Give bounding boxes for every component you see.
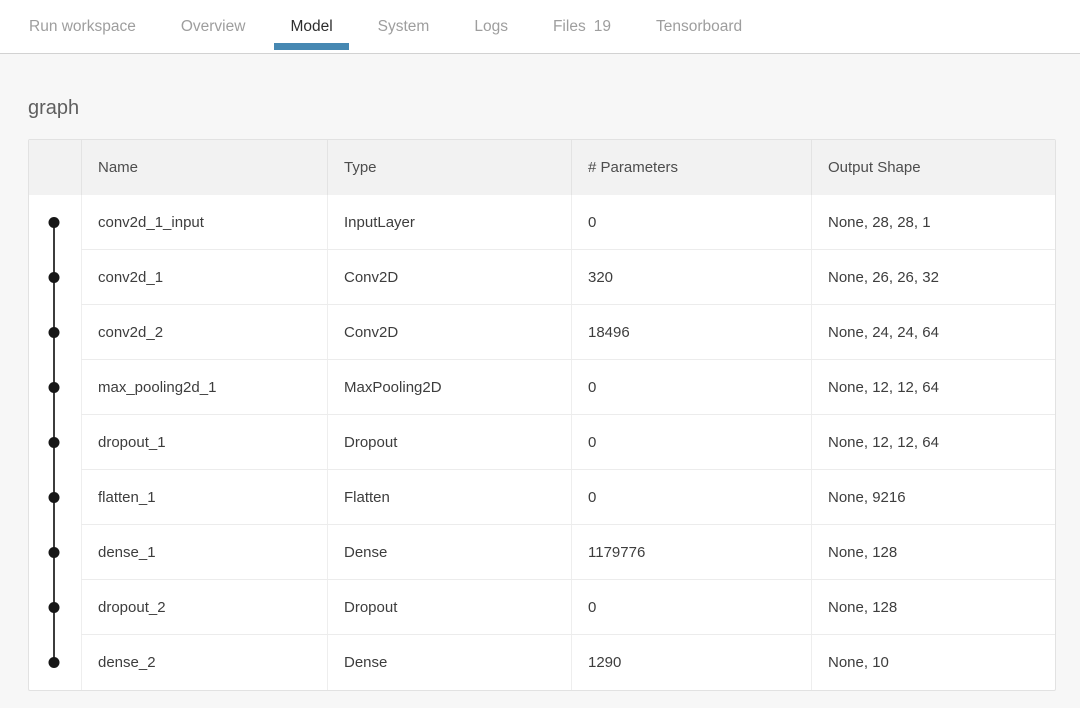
cell-parameters: 0 (571, 360, 811, 414)
table-row: conv2d_1 Conv2D 320 None, 26, 26, 32 (81, 250, 1055, 305)
cell-name: conv2d_1_input (81, 195, 327, 249)
cell-name: conv2d_1 (81, 250, 327, 304)
cell-type: MaxPooling2D (327, 360, 571, 414)
cell-type: Flatten (327, 470, 571, 524)
tab-files[interactable]: Files 19 (537, 0, 627, 53)
cell-type: InputLayer (327, 195, 571, 249)
cell-output-shape: None, 9216 (811, 470, 1055, 524)
tab-system[interactable]: System (377, 17, 430, 35)
cell-name: dense_2 (81, 635, 327, 690)
tab-files-count-badge: 19 (593, 17, 611, 35)
graph-node-column-header (29, 140, 81, 195)
graph-nodes-rail (48, 217, 60, 668)
tab-logs[interactable]: Logs (474, 17, 508, 35)
cell-output-shape: None, 26, 26, 32 (811, 250, 1055, 304)
cell-name: dropout_1 (81, 415, 327, 469)
cell-name: dense_1 (81, 525, 327, 579)
cell-type: Dense (327, 635, 571, 690)
cell-output-shape: None, 10 (811, 635, 1055, 690)
model-layers-table: Name Type # Parameters Output Shape conv… (28, 139, 1056, 691)
table-row: dense_2 Dense 1290 None, 10 (81, 635, 1055, 690)
cell-name: max_pooling2d_1 (81, 360, 327, 414)
cell-output-shape: None, 28, 28, 1 (811, 195, 1055, 249)
cell-type: Dropout (327, 415, 571, 469)
cell-parameters: 320 (571, 250, 811, 304)
graph-section-title: graph (28, 97, 80, 119)
cell-output-shape: None, 128 (811, 525, 1055, 579)
table-row: dropout_2 Dropout 0 None, 128 (81, 580, 1055, 635)
table-row: max_pooling2d_1 MaxPooling2D 0 None, 12,… (81, 360, 1055, 415)
cell-name: flatten_1 (81, 470, 327, 524)
tab-model[interactable]: Model (274, 0, 349, 53)
table-header-row: Name Type # Parameters Output Shape (29, 140, 1055, 195)
cell-output-shape: None, 24, 24, 64 (811, 305, 1055, 359)
cell-output-shape: None, 12, 12, 64 (811, 360, 1055, 414)
cell-type: Dense (327, 525, 571, 579)
cell-output-shape: None, 128 (811, 580, 1055, 634)
cell-type: Conv2D (327, 305, 571, 359)
cell-output-shape: None, 12, 12, 64 (811, 415, 1055, 469)
tab-files-label: Files (552, 17, 586, 35)
table-row: flatten_1 Flatten 0 None, 9216 (81, 470, 1055, 525)
tab-tensorboard[interactable]: Tensorboard (655, 17, 743, 35)
cell-parameters: 18496 (571, 305, 811, 359)
cell-name: conv2d_2 (81, 305, 327, 359)
table-body: conv2d_1_input InputLayer 0 None, 28, 28… (29, 195, 1055, 690)
cell-type: Conv2D (327, 250, 571, 304)
cell-parameters: 1179776 (571, 525, 811, 579)
tab-overview[interactable]: Overview (180, 17, 246, 35)
cell-name: dropout_2 (81, 580, 327, 634)
cell-parameters: 0 (571, 195, 811, 249)
table-row: conv2d_1_input InputLayer 0 None, 28, 28… (81, 195, 1055, 250)
column-header-output-shape: Output Shape (811, 140, 1055, 195)
cell-parameters: 1290 (571, 635, 811, 690)
cell-parameters: 0 (571, 415, 811, 469)
table-row: dropout_1 Dropout 0 None, 12, 12, 64 (81, 415, 1055, 470)
run-tab-bar: Run workspace Overview Model System Logs… (0, 0, 1080, 54)
table-row: dense_1 Dense 1179776 None, 128 (81, 525, 1055, 580)
cell-type: Dropout (327, 580, 571, 634)
column-header-parameters: # Parameters (571, 140, 811, 195)
model-panel: graph Name Type # Parameters Output Shap… (0, 54, 1080, 691)
table-row: conv2d_2 Conv2D 18496 None, 24, 24, 64 (81, 305, 1055, 360)
column-header-type: Type (327, 140, 571, 195)
cell-parameters: 0 (571, 470, 811, 524)
tab-run-workspace[interactable]: Run workspace (29, 17, 136, 35)
column-header-name: Name (81, 140, 327, 195)
cell-parameters: 0 (571, 580, 811, 634)
